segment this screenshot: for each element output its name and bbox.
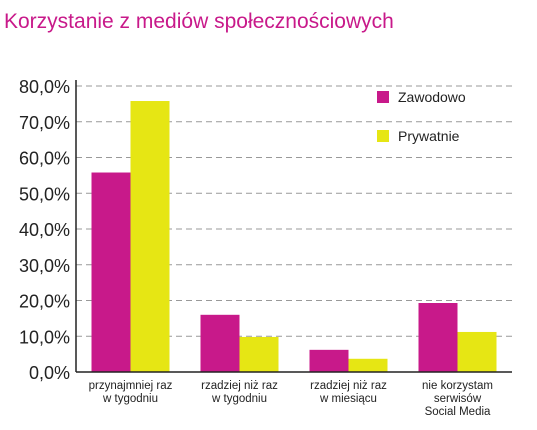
y-tick-label: 30,0% (19, 256, 70, 276)
bar-zawodowo-3 (418, 303, 458, 372)
legend-label-prywatnie: Prywatnie (398, 128, 460, 144)
y-tick-label: 20,0% (19, 292, 70, 312)
bar-zawodowo-1 (200, 314, 240, 372)
y-tick-label: 40,0% (19, 220, 70, 240)
y-tick-labels: 0,0% 10,0% 20,0% 30,0% 40,0% 50,0% 60,0% 70,0% 8… (19, 77, 70, 383)
legend: Zawodowo Prywatnie (377, 89, 466, 144)
legend-label-zawodowo: Zawodowo (398, 89, 466, 105)
y-tick-label: 0,0% (29, 363, 70, 383)
x-tick-label: przynajmniej raz w tygodniu (89, 380, 173, 405)
y-tick-label: 50,0% (19, 184, 70, 204)
legend-swatch-prywatnie (377, 130, 389, 142)
y-tick-label: 10,0% (19, 327, 70, 347)
bars (91, 101, 497, 372)
y-tick-label: 60,0% (19, 149, 70, 169)
x-tick-label: nie korzystam serwisów Social Media (422, 380, 493, 418)
bar-prywatnie-1 (239, 336, 279, 372)
axes (75, 80, 512, 373)
legend-swatch-zawodowo (377, 91, 389, 103)
x-tick-label: rzadziej niż raz w miesiącu (310, 380, 387, 405)
y-tick-label: 80,0% (19, 77, 70, 97)
bar-zawodowo-2 (309, 349, 349, 372)
chart-title: Korzystanie z mediów społecznościowych (4, 10, 394, 33)
bar-prywatnie-3 (457, 331, 497, 372)
y-tick-label: 70,0% (19, 113, 70, 133)
x-tick-label: rzadziej niż raz w tygodniu (201, 380, 278, 405)
bar-zawodowo-0 (91, 172, 131, 372)
bar-prywatnie-0 (130, 101, 170, 372)
x-tick-labels: przynajmniej raz w tygodniu rzadziej niż r… (89, 380, 493, 418)
bar-prywatnie-2 (348, 358, 388, 372)
